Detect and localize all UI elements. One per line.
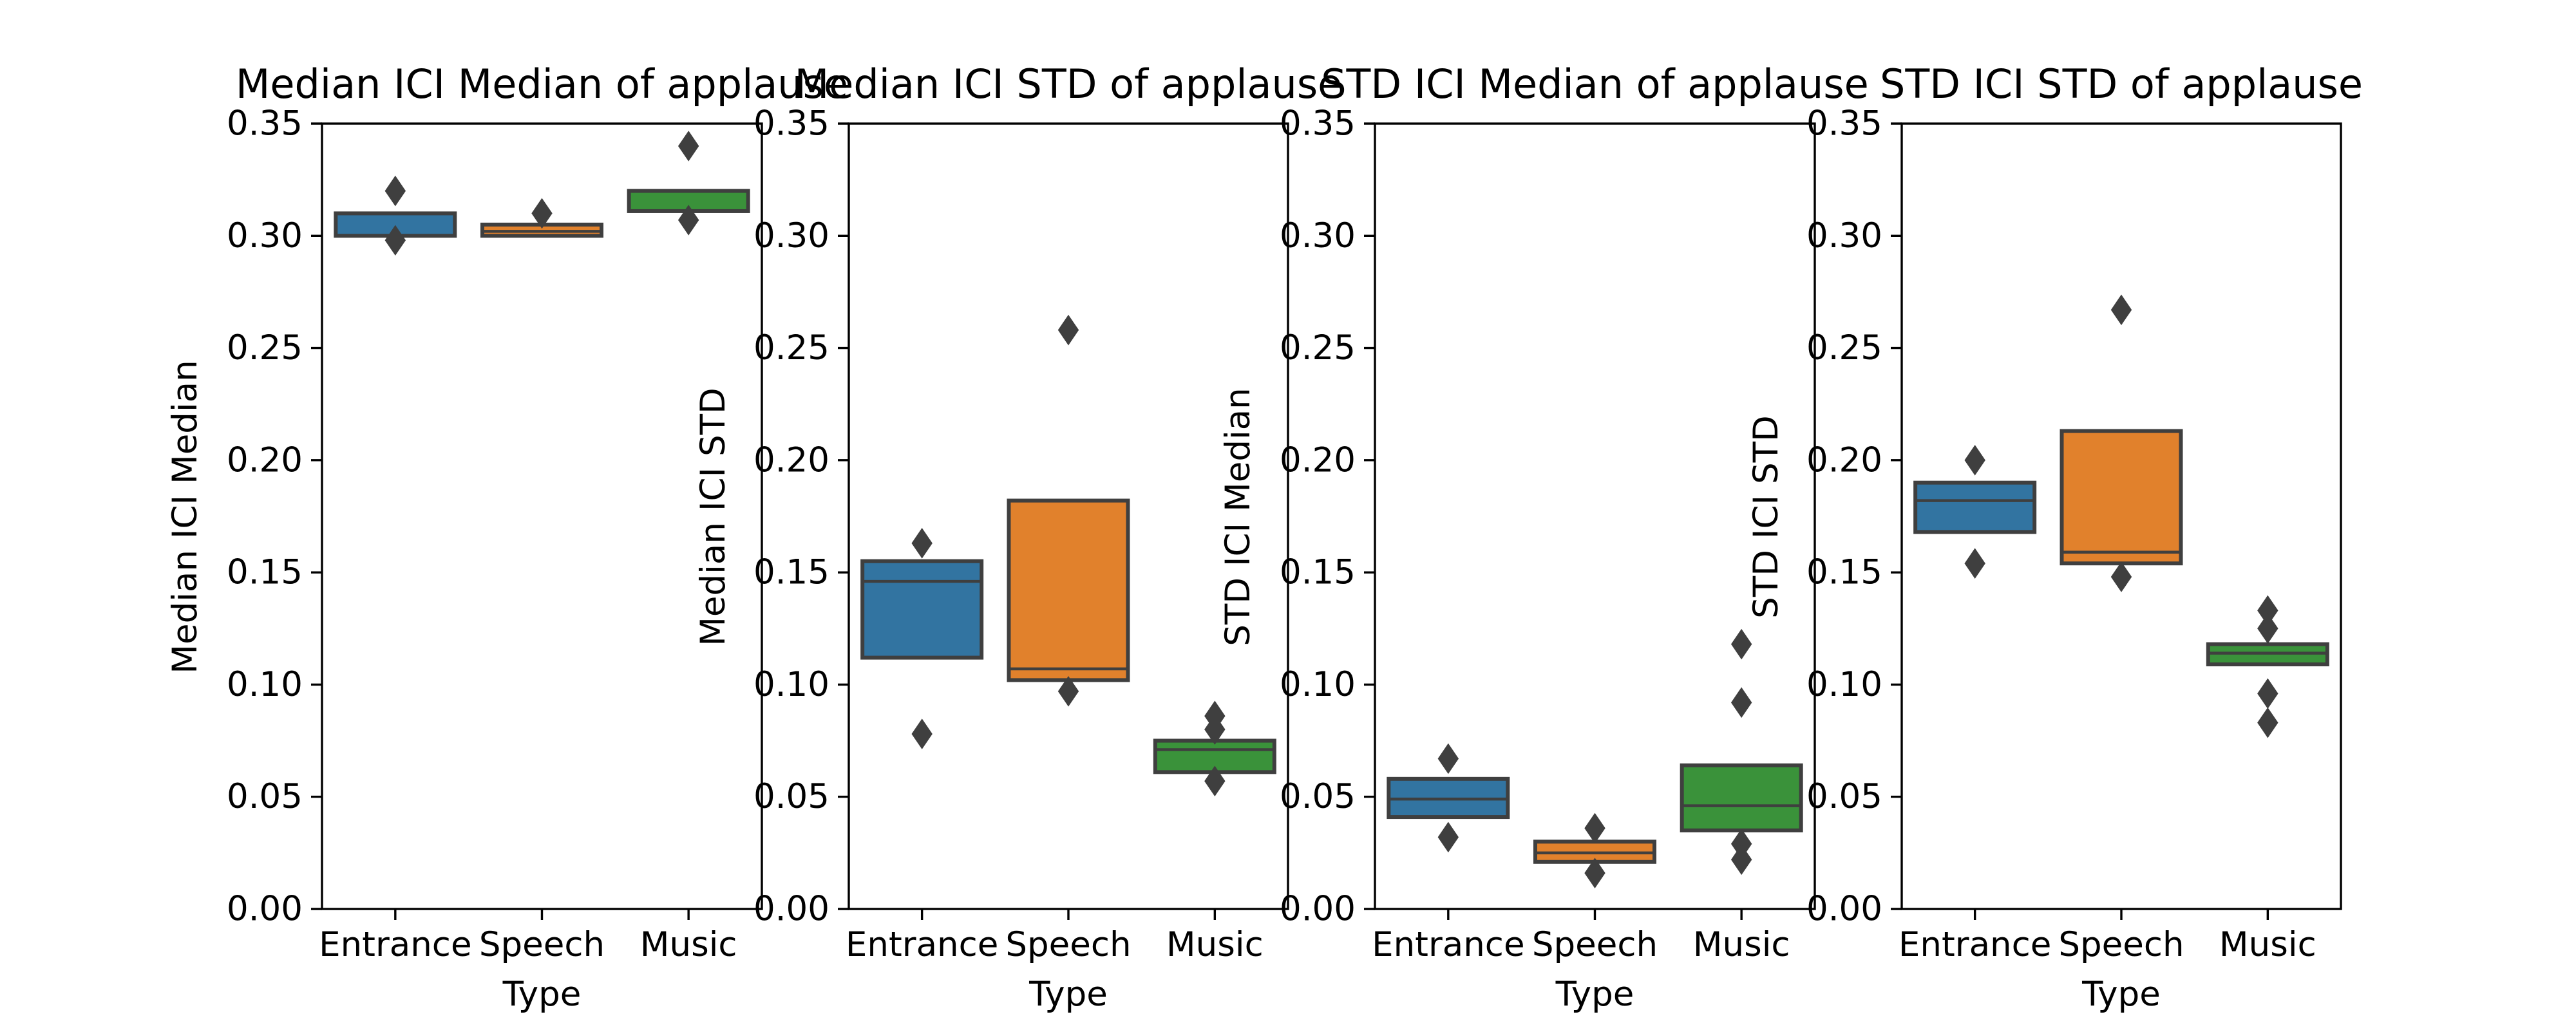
y-tick-label: 0.25 (227, 328, 303, 368)
x-tick-label: Speech (2058, 925, 2184, 964)
y-tick-label: 0.25 (1806, 328, 1882, 368)
y-tick-label: 0.35 (1806, 104, 1882, 144)
outlier-point (677, 205, 699, 236)
outlier-point (2110, 561, 2132, 592)
outlier-point (1730, 687, 1752, 718)
box-speech (2060, 429, 2183, 566)
outlier-point (1437, 821, 1459, 853)
x-tick-label: Music (1166, 925, 1264, 964)
x-tick-label: Speech (479, 925, 605, 964)
y-tick-label: 0.05 (1806, 777, 1882, 816)
y-tick-label: 0.10 (1280, 665, 1356, 704)
y-tick-label: 0.05 (1280, 777, 1356, 816)
subplot-3: 0.00 0.05 0.10 0.15 0.20 0.25 0.30 0.35 Entrance… (1218, 61, 1869, 1014)
x-tick-label: Entrance (846, 925, 998, 964)
y-tick-label: 0.10 (753, 665, 829, 704)
outlier-point (2110, 294, 2132, 326)
outlier-point (1964, 445, 1985, 476)
y-tick-label: 0.00 (753, 890, 829, 929)
y-axis-label: STD ICI Median (1218, 388, 1258, 646)
y-tick-label: 0.35 (753, 104, 829, 144)
y-tick-label: 0.05 (753, 777, 829, 816)
y-tick-label: 0.35 (227, 104, 303, 144)
y-tick-label: 0.35 (1280, 104, 1356, 144)
outlier-point (1437, 743, 1459, 774)
y-tick-label: 0.30 (227, 216, 303, 256)
y-tick-label: 0.25 (753, 328, 829, 368)
chart-title: Median ICI STD of applause (795, 61, 1343, 108)
outlier-point (911, 718, 933, 749)
outlier-point (1964, 548, 1985, 579)
box-music (1680, 763, 1803, 833)
y-tick-label: 0.20 (1280, 440, 1356, 480)
outlier-point (1204, 714, 1226, 745)
x-tick-label: Entrance (1899, 925, 2051, 964)
outlier-point (1057, 676, 1079, 707)
subplot-4: 0.00 0.05 0.10 0.15 0.20 0.25 0.30 0.35 Entrance… (1747, 61, 2363, 1014)
outlier-point (384, 175, 406, 207)
box-entrance (1913, 480, 2037, 534)
y-tick-label: 0.20 (227, 440, 303, 480)
outlier-point (1584, 812, 1605, 844)
x-tick-label: Entrance (1372, 925, 1524, 964)
x-axis-label: Type (1555, 975, 1634, 1014)
y-tick-label: 0.15 (227, 553, 303, 592)
subplot-2: 0.00 0.05 0.10 0.15 0.20 0.25 0.30 0.35 Entrance… (694, 61, 1342, 1014)
outlier-point (911, 528, 933, 559)
x-tick-label: Music (1693, 925, 1790, 964)
y-tick-label: 0.00 (1806, 890, 1882, 929)
outlier-point (1057, 314, 1079, 346)
x-tick-label: Music (2219, 925, 2316, 964)
x-tick-label: Speech (1532, 925, 1658, 964)
y-tick-label: 0.15 (1806, 553, 1882, 592)
outlier-point (2257, 613, 2278, 644)
box-speech (1007, 498, 1130, 682)
outlier-point (677, 131, 699, 162)
outlier-point (1584, 857, 1605, 889)
y-tick-label: 0.20 (1806, 440, 1882, 480)
chart-title: STD ICI Median of applause (1321, 61, 1869, 108)
y-tick-label: 0.00 (1280, 890, 1356, 929)
chart-title: Median ICI Median of applause (236, 61, 848, 108)
outlier-point (1204, 765, 1226, 797)
y-tick-label: 0.10 (227, 665, 303, 704)
x-axis-label: Type (502, 975, 582, 1014)
outlier-point (1730, 628, 1752, 660)
outlier-point (384, 225, 406, 256)
y-tick-label: 0.30 (753, 216, 829, 256)
y-tick-label: 0.15 (753, 553, 829, 592)
y-axis-label: Median ICI STD (694, 388, 733, 646)
x-tick-label: Speech (1005, 925, 1131, 964)
y-axis-label: Median ICI Median (166, 360, 205, 674)
y-tick-label: 0.00 (227, 890, 303, 929)
y-axis-label: STD ICI STD (1747, 415, 1786, 619)
x-tick-label: Music (640, 925, 737, 964)
y-tick-label: 0.25 (1280, 328, 1356, 368)
y-tick-label: 0.30 (1806, 216, 1882, 256)
subplot-1: 0.00 0.05 0.10 0.15 0.20 0.25 0.30 0.35 Entrance… (166, 61, 848, 1014)
outlier-point (1730, 844, 1752, 876)
y-tick-label: 0.20 (753, 440, 829, 480)
outlier-point (531, 198, 553, 229)
x-axis-label: Type (1028, 975, 1108, 1014)
x-tick-label: Entrance (319, 925, 471, 964)
x-axis-label: Type (2081, 975, 2161, 1014)
y-tick-label: 0.15 (1280, 553, 1356, 592)
y-tick-label: 0.30 (1280, 216, 1356, 256)
outlier-point (2257, 707, 2278, 738)
chart-title: STD ICI STD of applause (1880, 61, 2363, 108)
y-tick-label: 0.10 (1806, 665, 1882, 704)
y-tick-label: 0.05 (227, 777, 303, 816)
box-entrance (860, 559, 984, 660)
